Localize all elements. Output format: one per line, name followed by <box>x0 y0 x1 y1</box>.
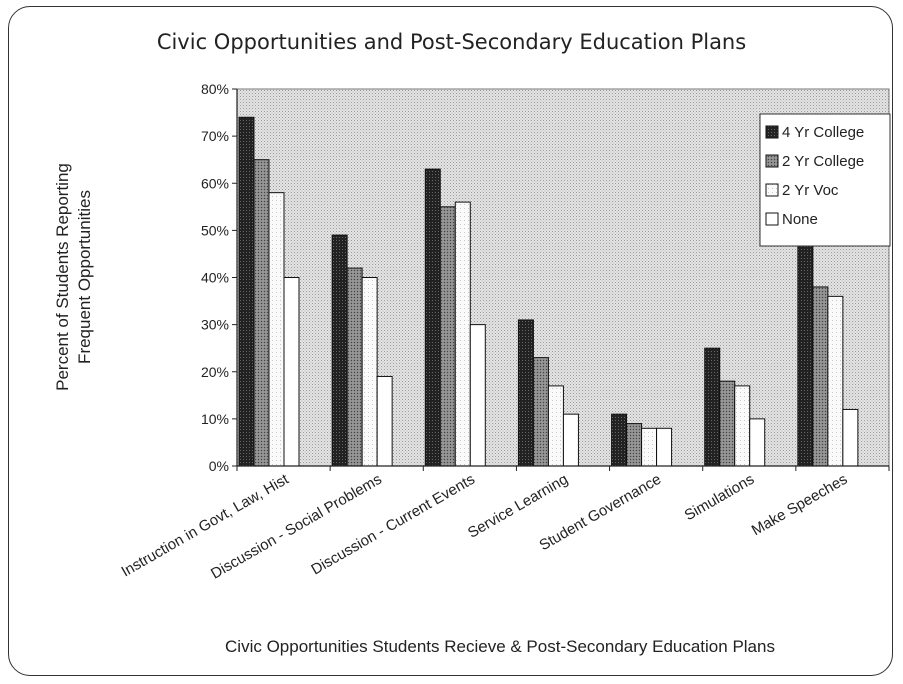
y-tick-label: 50% <box>201 222 229 238</box>
bar-2-yr-voc-4 <box>547 385 564 467</box>
y-tick-label: 70% <box>201 128 229 144</box>
bar-4-yr-college-1 <box>238 116 255 467</box>
chart-title: Civic Opportunities and Post-Secondary E… <box>156 30 747 54</box>
y-axis-title-line1: Percent of Students Reporting <box>53 163 72 391</box>
bar-2-yr-college-2 <box>346 267 363 467</box>
bar-2-yr-college-4 <box>532 357 549 467</box>
bar-2-yr-college-1 <box>253 159 270 467</box>
bar-2-yr-voc-1 <box>268 192 285 467</box>
legend-box <box>759 113 891 247</box>
bar-none-4 <box>562 413 579 467</box>
bar-4-yr-college-6 <box>704 347 721 467</box>
legend-label: 2 Yr College <box>782 153 864 170</box>
x-category-label: Instruction in Govt, Law, Hist <box>118 470 292 580</box>
x-category-label: Simulations <box>682 471 758 524</box>
bar-4-yr-college-3 <box>424 168 441 467</box>
legend-swatch <box>765 183 779 197</box>
bar-2-yr-voc-5 <box>641 427 658 467</box>
bar-4-yr-college-4 <box>517 319 534 467</box>
bar-2-yr-voc-2 <box>361 277 378 467</box>
y-tick-label: 0% <box>209 458 229 474</box>
bar-4-yr-college-7 <box>797 225 814 467</box>
legend-label: None <box>782 211 818 228</box>
bar-4-yr-college-5 <box>611 413 628 467</box>
legend-swatch <box>765 125 779 139</box>
bar-2-yr-college-7 <box>812 286 829 467</box>
bar-2-yr-voc-6 <box>734 385 751 467</box>
x-category-label: Discussion - Social Problems <box>208 471 385 583</box>
legend-label: 4 Yr College <box>782 124 864 141</box>
bar-none-2 <box>376 375 393 467</box>
bar-2-yr-college-3 <box>439 206 456 467</box>
legend-swatch <box>765 154 779 168</box>
x-axis-title: Civic Opportunities Students Recieve & P… <box>225 637 775 656</box>
bar-2-yr-voc-7 <box>827 295 844 467</box>
x-category-label: Make Speeches <box>749 471 851 540</box>
y-tick-label: 80% <box>201 81 229 97</box>
legend: 4 Yr College 2 Yr College 2 Yr Voc None <box>759 113 891 247</box>
bar-none-3 <box>469 324 486 467</box>
y-tick-label: 60% <box>201 175 229 191</box>
x-category-label: Discussion - Current Events <box>308 471 477 579</box>
bar-none-7 <box>842 408 859 467</box>
y-tick-label: 40% <box>201 270 229 286</box>
y-tick-label: 10% <box>201 411 229 427</box>
legend-label: 2 Yr Voc <box>782 182 839 199</box>
bar-2-yr-voc-3 <box>454 201 471 467</box>
bar-2-yr-college-5 <box>626 423 643 467</box>
legend-swatch <box>765 212 779 226</box>
y-axis-title-line2: Frequent Opportunities <box>75 190 94 364</box>
y-tick-label: 20% <box>201 364 229 380</box>
bar-2-yr-college-6 <box>719 380 736 467</box>
bar-none-5 <box>656 427 673 467</box>
bar-none-1 <box>283 277 300 467</box>
bar-4-yr-college-2 <box>331 234 348 467</box>
bar-none-6 <box>749 418 766 467</box>
y-tick-label: 30% <box>201 317 229 333</box>
